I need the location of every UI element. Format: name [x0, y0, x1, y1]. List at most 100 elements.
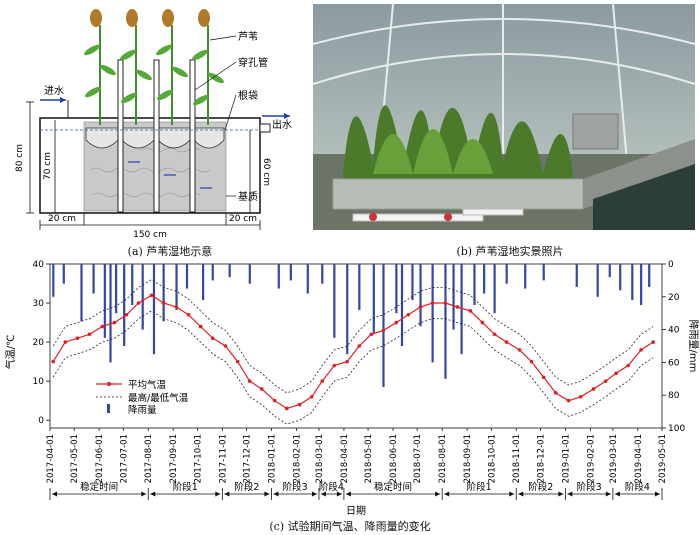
phase-arrow-left	[320, 491, 326, 497]
perforated-pipes	[117, 59, 196, 213]
x-tick-label: 2018-05-01	[364, 434, 374, 483]
y-label-left: 气温/℃	[4, 335, 17, 370]
y-tick-label-left: 40	[33, 260, 45, 270]
photo-panel	[313, 4, 695, 230]
rain-bars	[52, 264, 651, 387]
rain-bar	[372, 264, 375, 333]
x-tick-label: 2018-10-01	[487, 434, 497, 483]
x-tick-label: 2019-04-01	[634, 434, 644, 483]
avg-temp-point	[517, 348, 522, 352]
phase-label: 阶段4	[625, 481, 650, 493]
phase-arrow-left	[345, 491, 351, 497]
avg-temp-point	[161, 301, 166, 305]
x-tick-label: 2018-03-01	[315, 434, 325, 483]
rain-bar	[460, 264, 463, 355]
rain-bar	[228, 264, 231, 278]
avg-temp-point	[124, 312, 129, 317]
min-temp-line	[52, 310, 654, 425]
phase-arrow-left	[273, 491, 279, 497]
avg-temp-point	[591, 387, 596, 391]
x-tick-label: 2018-04-01	[340, 434, 350, 483]
x-tick-label: 2018-02-01	[292, 434, 302, 483]
rain-bar	[80, 264, 83, 322]
rain-bar	[358, 264, 361, 310]
rain-bar	[141, 264, 144, 330]
x-tick-label: 2019-05-01	[658, 434, 668, 483]
rain-bar	[524, 264, 527, 289]
phase-label: 阶段2	[234, 481, 259, 493]
reed-plants	[84, 9, 224, 125]
rain-bar	[289, 264, 292, 281]
phase-label: 阶段1	[173, 481, 198, 493]
phase-arrow-right	[509, 491, 515, 497]
rain-bar	[103, 264, 106, 338]
avg-temp-point	[504, 340, 509, 344]
rain-bar	[400, 264, 404, 346]
dim-80: 80 cm	[15, 144, 25, 172]
avg-temp-point	[614, 371, 618, 376]
x-tick-label: 2017-04-01	[46, 434, 56, 483]
avg-temp-point	[210, 336, 215, 340]
rain-bar	[382, 264, 385, 387]
avg-temp-point	[87, 332, 92, 337]
rain-bar	[248, 264, 251, 284]
caption-c: (c) 试验期间气温、降雨量的变化	[269, 520, 431, 533]
x-tick-label: 2019-03-01	[609, 434, 619, 483]
legend-rain: 降雨量	[128, 404, 157, 416]
rain-bar	[596, 264, 599, 297]
x-tick-label: 2017-11-01	[218, 434, 228, 483]
x-tick-label: 2017-07-01	[119, 434, 129, 483]
avg-temp-point	[418, 305, 423, 309]
avg-temp-point	[455, 305, 460, 309]
avg-temp-point	[651, 340, 655, 344]
avg-temp-point	[284, 406, 289, 411]
y-tick-label-right: 100	[668, 424, 685, 434]
avg-temp-point	[566, 398, 571, 403]
avg-temp-point	[553, 391, 558, 395]
phase-label: 阶段2	[528, 481, 553, 493]
avg-temp-point	[186, 312, 191, 317]
rain-bar	[92, 264, 95, 294]
phase-arrow-left	[224, 491, 230, 497]
avg-temp-point	[603, 379, 608, 383]
phase-arrow-right	[215, 491, 221, 497]
rain-bar	[62, 264, 65, 284]
dim-70: 70 cm	[43, 152, 53, 180]
avg-temp-point	[320, 379, 324, 383]
tank-outline	[39, 117, 261, 214]
y-tick-label-right: 40	[668, 326, 680, 336]
avg-temp-point	[75, 336, 80, 340]
legend-range: 最高/最低气温	[128, 392, 189, 404]
avg-temp-point	[136, 301, 141, 305]
rain-bar	[202, 264, 205, 301]
avg-temp-point	[112, 320, 117, 325]
rain-bar	[306, 264, 309, 294]
rain-bar	[123, 264, 126, 346]
avg-temp-point	[259, 387, 264, 391]
phase-arrow-left	[518, 491, 524, 497]
avg-temp-point	[223, 344, 228, 348]
legend: 平均气温 最高/最低气温 降雨量	[96, 379, 189, 416]
outlet-pipe	[259, 123, 271, 133]
x-tick-label: 2017-08-01	[144, 434, 154, 483]
avg-temp-point	[394, 320, 399, 325]
rain-bar	[185, 264, 189, 289]
x-tick-label: 2018-09-01	[463, 434, 473, 483]
rain-bar	[608, 264, 611, 278]
label-rootbag: 根袋	[238, 89, 258, 102]
avg-temp-point	[297, 402, 302, 407]
label-reed: 芦苇	[238, 30, 258, 43]
avg-temp-point	[626, 363, 630, 368]
avg-temp-point	[406, 312, 411, 317]
label-outlet: 出水	[272, 118, 292, 131]
caption-a: (a) 芦苇湿地示意	[127, 245, 213, 258]
phase-arrow-right	[311, 491, 317, 497]
y-tick-label-left: 20	[33, 338, 45, 348]
y-tick-label-left: 0	[38, 416, 44, 426]
x-tick-label: 2017-12-01	[242, 434, 252, 483]
avg-temp-point	[443, 301, 448, 305]
rain-bar	[395, 264, 398, 314]
rain-bar	[575, 264, 578, 287]
climate-chart: 0 10 20 30 40 0 20 40 60 80 100 2017-04-01 2017-05…	[4, 260, 700, 517]
avg-temp-point	[541, 375, 546, 380]
